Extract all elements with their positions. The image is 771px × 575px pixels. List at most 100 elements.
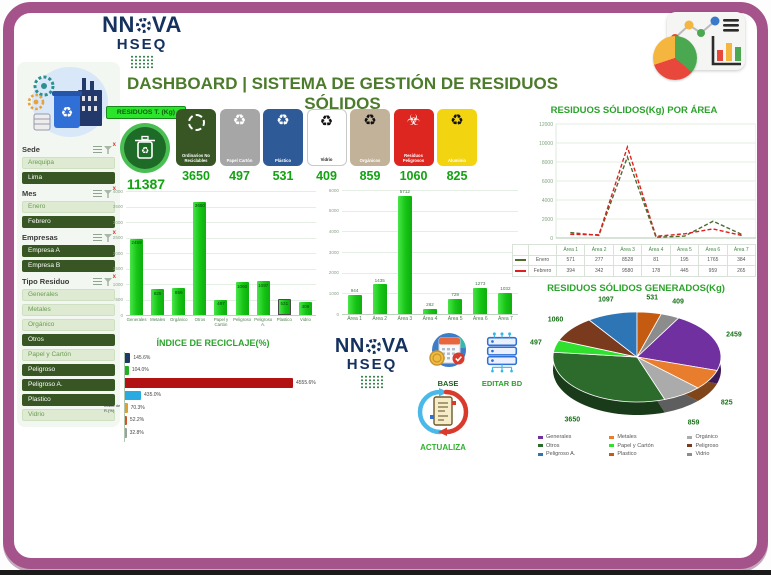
bar-value-label: 3650 <box>194 203 205 209</box>
kpi-card-value: 409 <box>316 169 337 183</box>
svg-text:♻: ♻ <box>141 147 149 157</box>
indice-bar-1 <box>125 365 129 375</box>
multiselect-icon[interactable] <box>93 189 102 198</box>
gridline <box>342 293 518 295</box>
legend-item-otros: Otros <box>538 443 609 449</box>
table-value: 265 <box>727 266 756 277</box>
kpi-card-label: Aluminio <box>448 157 466 163</box>
clear-filter-icon[interactable]: x <box>104 186 116 198</box>
x-axis-label: Otros <box>194 317 206 322</box>
kpi-card-orgánicos: ♻ Orgánicos 859 <box>350 109 390 183</box>
slicer-item-enero[interactable]: Enero <box>22 201 115 213</box>
y-axis-label: 5000 <box>328 208 339 214</box>
indice-axis-label: Indice de R.(%) <box>104 403 121 413</box>
slicer-item-peligroso[interactable]: Peligroso <box>22 364 115 376</box>
circle-arrows-icon <box>187 114 205 131</box>
slicer-title: Empresas <box>22 233 58 242</box>
table-value: 959 <box>699 266 728 277</box>
logo-word: NN VA <box>92 14 192 36</box>
actualiza-button[interactable]: ACTUALIZA <box>412 387 474 452</box>
clear-filter-icon[interactable]: x <box>104 274 116 286</box>
indice-bar-rows: 145.6% 104.0% 4555.6% 435.0% 70.3% 52.2% 32.8% <box>124 352 322 442</box>
trash-icon: ♻ <box>120 123 170 173</box>
slicer-item-lima[interactable]: Lima <box>22 172 115 184</box>
legend-item-metales: Metales <box>609 434 687 440</box>
slicer-item-metales[interactable]: Metales <box>22 304 115 316</box>
indice-value-label: 70.3% <box>130 404 145 411</box>
slicer-item-generales[interactable]: Generales <box>22 289 115 301</box>
filter-sidebar: ♻ Sede x Arequipa Lima Mes x Enero Febrero Empre… <box>17 62 120 427</box>
indice-row: 4555.6% <box>125 378 322 388</box>
kpi-card-value: 497 <box>229 169 250 183</box>
slicer-item-plastico[interactable]: Plastico <box>22 394 115 406</box>
funnel-shape-icon <box>104 278 112 286</box>
pie-value-label: 409 <box>672 298 684 306</box>
clear-filter-x: x <box>112 142 116 148</box>
gear-icon <box>365 338 381 354</box>
kpi-card-box[interactable]: ♻ Vidrio <box>306 109 347 166</box>
slicer-header: Sede x <box>22 142 116 154</box>
pie-plot: 2459 825 859 3650 497 1060 1097 531 409 <box>516 295 756 428</box>
svg-text:2000: 2000 <box>542 217 553 223</box>
bar-papel-y-cartón: 497 <box>214 299 228 315</box>
slicer-item-vidrio[interactable]: Vidrio <box>22 409 115 421</box>
indice-bar-5 <box>125 415 127 425</box>
slicer-item-peligroso-a[interactable]: Peligroso A. <box>22 379 115 391</box>
y-axis-label: 2500 <box>112 235 123 240</box>
slicer-item-empresa-b[interactable]: Empresa B <box>22 260 115 272</box>
pie-3d <box>552 311 722 416</box>
legend-label: Orgánico <box>695 434 718 440</box>
legend-item-generales: Generales <box>538 434 609 440</box>
kpi-card-box[interactable]: Ordinarios No Reciclables <box>176 109 216 166</box>
logo-subtitle: HSEQ <box>346 356 398 373</box>
x-axis-label: Generales <box>126 317 147 322</box>
bar-cell: 497 <box>210 191 231 315</box>
slicer-header: Empresas x <box>22 230 116 242</box>
bar-cell: 944 <box>342 190 367 314</box>
table-col-header: Área 6 <box>699 245 728 256</box>
kpi-card-box[interactable]: ♻ Papel Cartón <box>219 109 260 166</box>
legend-item-peligroso: Peligroso <box>687 443 752 449</box>
bar-series: 944 1435 5712 262 729 1273 1032 <box>342 189 518 314</box>
kpi-card-vidrio: ♻ Vidrio 409 <box>306 109 347 183</box>
clear-filter-icon[interactable]: x <box>104 230 116 242</box>
pie-slice-otros <box>552 351 666 403</box>
kpi-card-box[interactable]: ☣ Residuos Peligrosos <box>393 109 434 166</box>
bar-área-1: 944 <box>347 288 362 314</box>
legend-item-plastico: Plastico <box>609 451 687 457</box>
editar-bd-button[interactable]: EDITAR BD <box>476 331 528 388</box>
bottom-edge-strip <box>0 570 771 575</box>
slicer-item-febrero[interactable]: Febrero <box>22 216 115 228</box>
nnova-logo: NN VA HSEQ <box>92 14 192 70</box>
x-axis-label: Plastico <box>276 317 292 322</box>
multiselect-icon[interactable] <box>93 233 102 242</box>
chart-residuos-por-area: 0 1000 2000 3000 4000 5000 6000 944 1435 5712 262 7… <box>316 182 522 334</box>
kpi-card-box[interactable]: ♻ Orgánicos <box>350 109 390 166</box>
kpi-card-box[interactable]: ♻ Aluminio <box>437 109 477 166</box>
slicer-tipo-residuo: Tipo Residuo x Generales Metales Orgánico Otr… <box>20 274 117 421</box>
slicer-item-papel-y-cartón[interactable]: Papel y Cartón <box>22 349 115 361</box>
slicer-item-otros[interactable]: Otros <box>22 334 115 346</box>
indice-value-label: 145.6% <box>133 354 151 361</box>
bar-orgánico: 859 <box>172 288 186 315</box>
x-axis-label: Peligroso <box>233 317 252 322</box>
multiselect-icon[interactable] <box>93 277 102 286</box>
legend-marker-icon <box>609 452 615 456</box>
base-button[interactable]: BASE <box>424 331 472 388</box>
gridline <box>126 268 316 270</box>
legend-label: Vidrio <box>695 451 710 457</box>
slicer-item-empresa-a[interactable]: Empresa A <box>22 245 115 257</box>
chart-residuos-generados: RESIDUOS SÓLIDOS GENERADOS(Kg) 2459 825 85… <box>516 283 756 457</box>
pie-slice-vidrio <box>636 313 680 358</box>
logo-subtitle: HSEQ <box>116 36 168 53</box>
multiselect-icon[interactable] <box>93 145 102 154</box>
slicer-item-orgánico[interactable]: Orgánico <box>22 319 115 331</box>
slicer-item-arequipa[interactable]: Arequipa <box>22 157 115 169</box>
kpi-card-box[interactable]: ♻ Plástico <box>263 109 303 166</box>
x-axis-label: Orgánico <box>170 317 188 322</box>
clear-filter-icon[interactable]: x <box>104 142 116 154</box>
bar-cell: 531 <box>274 191 295 315</box>
y-axis-label: 3000 <box>112 219 123 225</box>
bar-cell: 1435 <box>367 190 392 314</box>
